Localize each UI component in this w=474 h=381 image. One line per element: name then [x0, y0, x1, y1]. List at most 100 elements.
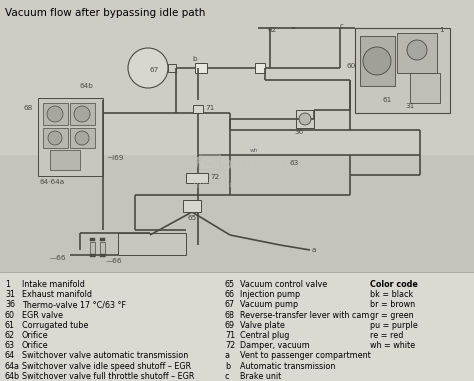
Bar — [397, 33, 437, 73]
Text: Central plug: Central plug — [240, 331, 289, 340]
Text: 64a: 64a — [5, 362, 20, 371]
Text: Orifice: Orifice — [22, 331, 49, 340]
Circle shape — [407, 40, 427, 60]
Text: br = brown: br = brown — [370, 300, 415, 309]
Text: wh: wh — [250, 149, 258, 154]
Text: 65: 65 — [225, 280, 235, 289]
Text: 36: 36 — [294, 129, 303, 135]
Text: ~i69: ~i69 — [106, 155, 123, 161]
Circle shape — [363, 47, 391, 75]
Text: —66: —66 — [50, 255, 66, 261]
Text: —66: —66 — [106, 258, 122, 264]
Text: c: c — [340, 23, 344, 29]
Text: 62: 62 — [268, 27, 277, 33]
Text: 61: 61 — [383, 97, 392, 103]
Text: gr = green: gr = green — [370, 311, 414, 320]
Text: 1: 1 — [5, 280, 10, 289]
Text: Injection pump: Injection pump — [240, 290, 300, 299]
Bar — [193, 105, 203, 113]
Text: 62: 62 — [5, 331, 15, 340]
Text: Vacuum control valve: Vacuum control valve — [240, 280, 327, 289]
Text: 60: 60 — [5, 311, 15, 320]
Text: 65: 65 — [188, 215, 197, 221]
Bar — [90, 242, 95, 256]
Text: 1: 1 — [439, 27, 444, 33]
Bar — [183, 200, 201, 212]
Text: 68: 68 — [225, 311, 235, 320]
Circle shape — [47, 106, 63, 122]
Text: 67: 67 — [225, 300, 235, 309]
Bar — [410, 73, 440, 103]
Text: 63: 63 — [290, 160, 299, 166]
Text: 68: 68 — [24, 105, 33, 111]
Text: wh = white: wh = white — [370, 341, 415, 350]
Text: Vacuum pump: Vacuum pump — [240, 300, 298, 309]
Circle shape — [75, 131, 89, 145]
Text: Vacuum flow after bypassing idle path: Vacuum flow after bypassing idle path — [5, 8, 205, 18]
Text: 64: 64 — [5, 351, 15, 360]
Text: EGR valve: EGR valve — [22, 311, 63, 320]
Text: 63: 63 — [5, 341, 15, 350]
Bar — [0, 155, 474, 272]
Text: Intake manifold: Intake manifold — [22, 280, 85, 289]
Text: 64b: 64b — [80, 83, 94, 89]
Circle shape — [48, 131, 62, 145]
Text: Vent to passenger compartment: Vent to passenger compartment — [240, 351, 371, 360]
Text: 31: 31 — [405, 103, 414, 109]
Circle shape — [299, 113, 311, 125]
Text: 64b: 64b — [5, 372, 20, 381]
Text: a: a — [225, 351, 230, 360]
Bar — [43, 103, 68, 125]
Text: 66: 66 — [225, 290, 235, 299]
Text: Reverse-transfer lever with cam: Reverse-transfer lever with cam — [240, 311, 369, 320]
Text: Automatic transmission: Automatic transmission — [240, 362, 336, 371]
Text: b: b — [225, 362, 230, 371]
Text: b: b — [192, 56, 197, 62]
Bar — [100, 242, 105, 256]
Text: Switchover valve idle speed shutoff – EGR: Switchover valve idle speed shutoff – EG… — [22, 362, 191, 371]
Text: 67: 67 — [150, 67, 159, 73]
Text: 64·64a: 64·64a — [40, 179, 65, 185]
Text: host. store. share.: host. store. share. — [193, 180, 281, 190]
Text: a: a — [312, 247, 316, 253]
Bar — [70, 103, 95, 125]
Bar — [355, 28, 450, 113]
Text: c: c — [225, 372, 229, 381]
Text: Color code: Color code — [370, 280, 418, 289]
Bar — [118, 233, 186, 255]
Text: Orifice: Orifice — [22, 341, 49, 350]
Text: 72: 72 — [210, 174, 219, 180]
Bar — [168, 64, 176, 72]
Text: Switchover valve automatic transmission: Switchover valve automatic transmission — [22, 351, 188, 360]
Circle shape — [128, 48, 168, 88]
Text: Exhaust manifold: Exhaust manifold — [22, 290, 92, 299]
Text: 31: 31 — [5, 290, 15, 299]
Bar — [195, 63, 207, 73]
Text: 71: 71 — [225, 331, 235, 340]
Text: pu = purple: pu = purple — [370, 321, 418, 330]
Text: photobucket: photobucket — [183, 157, 291, 173]
Bar — [0, 0, 474, 272]
Text: 72: 72 — [225, 341, 235, 350]
Text: Corrugated tube: Corrugated tube — [22, 321, 88, 330]
Text: 69: 69 — [225, 321, 235, 330]
Bar — [43, 128, 68, 148]
Text: Thermo-valve 17 °C/63 °F: Thermo-valve 17 °C/63 °F — [22, 300, 126, 309]
Bar — [50, 150, 80, 170]
Text: 71: 71 — [205, 105, 214, 111]
Bar — [186, 173, 208, 183]
Text: Brake unit: Brake unit — [240, 372, 281, 381]
Bar — [100, 254, 105, 257]
Circle shape — [74, 106, 90, 122]
Bar — [200, 155, 220, 169]
Bar — [0, 272, 474, 381]
Text: Valve plate: Valve plate — [240, 321, 285, 330]
Text: Damper, vacuum: Damper, vacuum — [240, 341, 310, 350]
Text: 61: 61 — [5, 321, 15, 330]
Bar — [100, 238, 105, 241]
Bar — [360, 36, 395, 86]
Bar — [38, 98, 103, 176]
Bar — [296, 110, 314, 128]
Text: re = red: re = red — [370, 331, 403, 340]
Text: 36: 36 — [5, 300, 15, 309]
